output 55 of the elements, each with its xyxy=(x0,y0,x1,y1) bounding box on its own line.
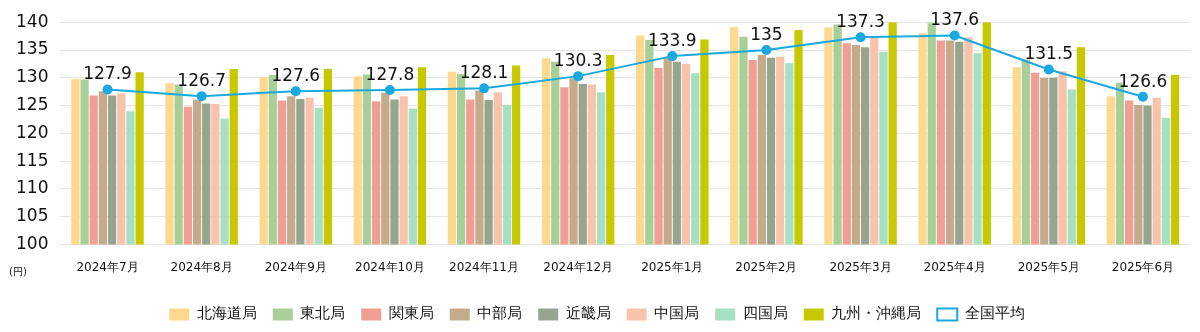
point xyxy=(573,71,584,82)
data-label: 137.6 xyxy=(930,9,980,30)
point xyxy=(761,45,772,55)
data-label: 135 xyxy=(750,23,783,44)
y-tick-label: 135 xyxy=(15,38,49,59)
data-label: 127.6 xyxy=(271,65,321,86)
legend-label: 東北局 xyxy=(300,304,346,323)
x-tick-label: 2024年12月 xyxy=(543,259,614,274)
x-tick-label: 2025年1月 xyxy=(641,259,704,274)
data-label: 128.1 xyxy=(459,62,509,83)
y-tick-label: 140 xyxy=(15,10,49,31)
legend-label: 関東局 xyxy=(388,304,434,323)
data-label: 126.6 xyxy=(1118,70,1168,91)
x-tick-label: 2024年11月 xyxy=(449,259,519,274)
x-tick-label: 2024年7月 xyxy=(76,259,139,274)
point xyxy=(384,85,395,96)
x-tick-label: 2025年3月 xyxy=(829,259,892,274)
point xyxy=(196,91,207,102)
data-label: 137.3 xyxy=(836,11,885,32)
legend-label: 中国局 xyxy=(654,304,700,323)
y-tick-label: 110 xyxy=(15,177,49,198)
y-tick-label: 125 xyxy=(15,94,49,115)
data-label: 133.9 xyxy=(647,30,697,51)
y-tick-label: 130 xyxy=(15,66,49,87)
point xyxy=(1137,91,1148,102)
x-tick-label: 2024年10月 xyxy=(354,259,425,274)
legend-label: 中部局 xyxy=(477,304,523,323)
y-tick-label: 115 xyxy=(15,149,49,170)
x-tick-label: 2025年2月 xyxy=(735,259,798,274)
x-tick-label: 2025年5月 xyxy=(1017,259,1080,274)
legend-label: 九州・沖縄局 xyxy=(831,304,922,323)
y-tick-label: 120 xyxy=(15,121,49,142)
x-tick-label: 2025年6月 xyxy=(1111,259,1175,274)
point xyxy=(102,84,113,95)
point xyxy=(949,30,960,41)
data-label: 126.7 xyxy=(177,70,226,91)
point xyxy=(1043,64,1054,75)
legend-label: 全国平均 xyxy=(964,304,1025,323)
point xyxy=(290,86,301,97)
x-tick-label: 2025年4月 xyxy=(923,259,986,274)
data-label: 130.3 xyxy=(553,50,603,71)
point xyxy=(667,51,678,62)
x-tick-label: 2024年8月 xyxy=(170,259,233,274)
point xyxy=(855,32,866,43)
legend-label: 四国局 xyxy=(742,304,788,323)
y-tick-label: 105 xyxy=(15,205,49,226)
data-label: 131.5 xyxy=(1024,43,1074,64)
data-label: 127.8 xyxy=(365,63,415,84)
legend-label: 近畿局 xyxy=(565,304,611,323)
data-label: 127.9 xyxy=(83,63,132,84)
legend-label: 北海道局 xyxy=(196,304,257,323)
point xyxy=(479,83,490,94)
y-tick-label: 100 xyxy=(15,233,49,254)
x-tick-label: 2024年9月 xyxy=(264,259,327,274)
y-axis-title: (円) xyxy=(9,266,27,278)
